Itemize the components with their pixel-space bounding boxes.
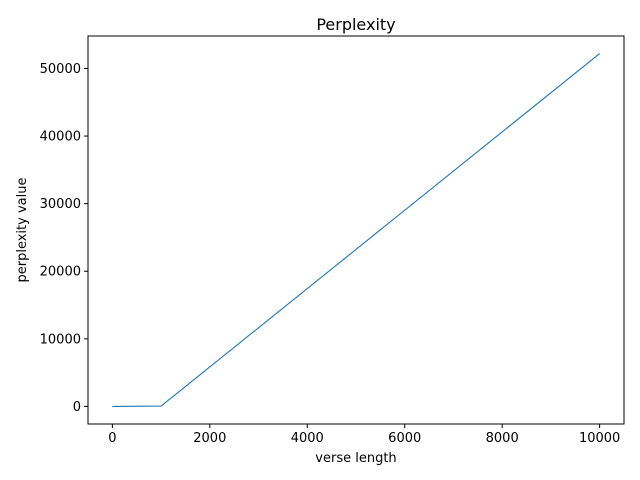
y-tick-label: 40000 [40,130,81,145]
x-tick-label: 0 [108,431,116,446]
x-tick-label: 10000 [579,431,620,446]
x-axis-label: verse length [315,451,396,466]
x-tick-label: 6000 [388,431,421,446]
series-line [112,53,600,407]
chart-title: Perplexity [316,15,395,34]
y-axis-ticks: 0 10000 20000 30000 40000 50000 [40,62,88,415]
axes-frame [87,35,625,425]
x-tick-label: 4000 [291,431,324,446]
y-tick-label: 30000 [40,197,81,212]
plot-area [112,53,600,407]
y-tick-label: 50000 [40,62,81,77]
x-tick-label: 2000 [193,431,226,446]
y-tick-label: 0 [73,400,81,415]
y-tick-label: 20000 [40,265,81,280]
x-tick-label: 8000 [486,431,519,446]
y-tick-label: 10000 [40,332,81,347]
x-axis-ticks: 0 2000 4000 6000 8000 10000 [108,424,620,446]
y-axis-label: perplexity value [15,178,30,283]
